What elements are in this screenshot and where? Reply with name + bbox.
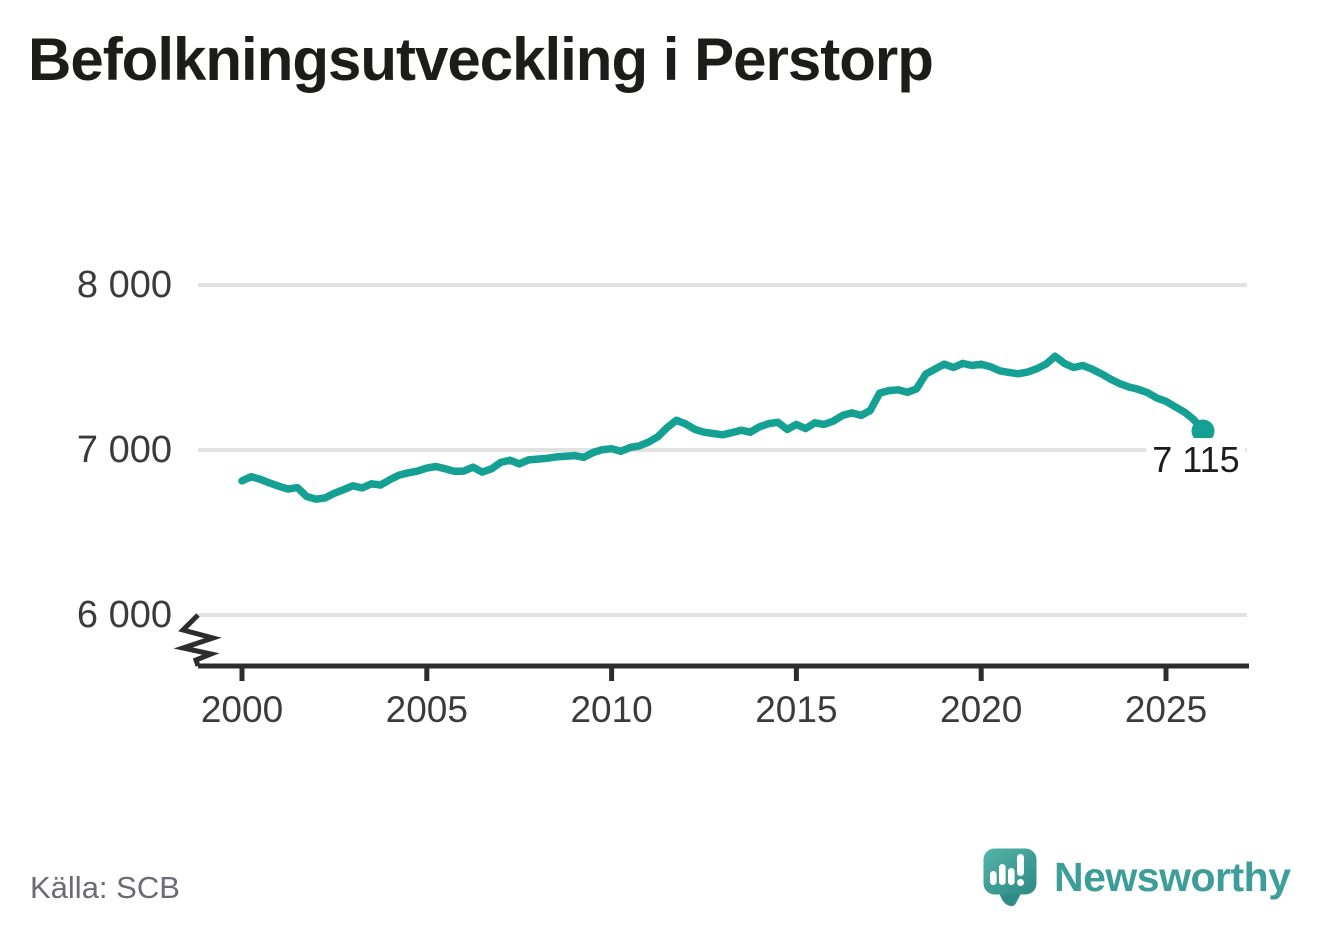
y-tick-label-7000: 7 000 — [76, 429, 172, 471]
chart-title: Befolkningsutveckling i Perstorp — [28, 26, 934, 93]
bar-1 — [990, 871, 997, 885]
x-tick-label-2025: 2025 — [1124, 689, 1208, 730]
x-tick-label-2020: 2020 — [940, 689, 1023, 730]
x-tick-label-2000: 2000 — [200, 689, 284, 730]
x-tick-label-2010: 2010 — [570, 689, 653, 730]
bar-3 — [1008, 868, 1015, 885]
exclamation-stem — [1017, 854, 1024, 876]
y-tick-label-6000: 6 000 — [76, 594, 172, 636]
last-value-label: 7 115 — [1146, 438, 1246, 482]
x-tick-label-2015: 2015 — [755, 689, 838, 730]
bar-2 — [999, 864, 1006, 885]
last-point-marker — [1191, 419, 1215, 443]
y-tick-label-8000: 8 000 — [76, 264, 172, 306]
newsworthy-wordmark: Newsworthy — [1054, 854, 1291, 900]
population-line — [238, 352, 1207, 503]
x-tick-label-2005: 2005 — [385, 689, 468, 730]
newsworthy-logo-icon — [983, 848, 1037, 907]
y-axis-break-icon — [173, 613, 222, 667]
source-note: Källa: SCB — [30, 870, 180, 905]
newsworthy-logo: Newsworthy — [983, 848, 1291, 912]
exclamation-dot — [1017, 879, 1024, 886]
